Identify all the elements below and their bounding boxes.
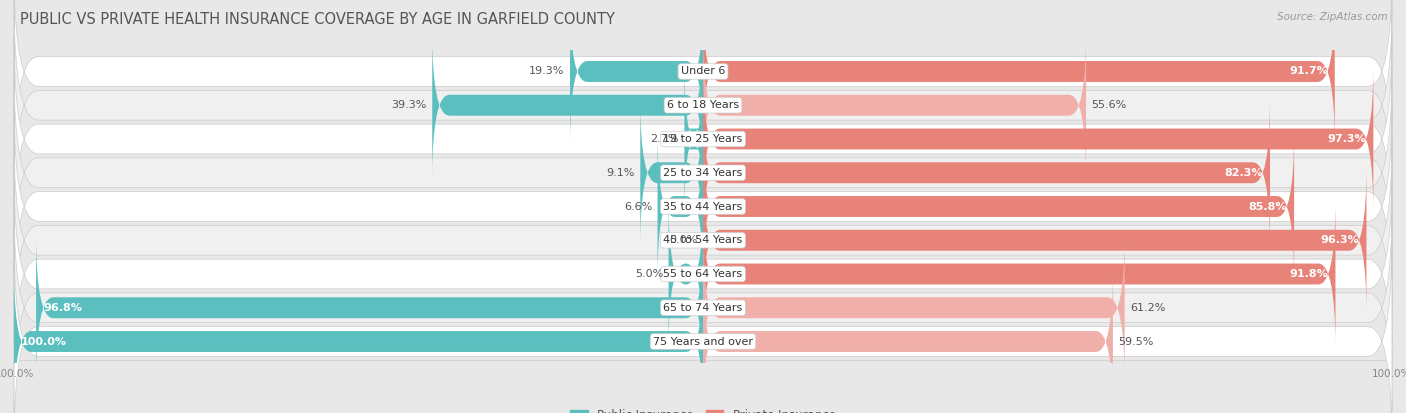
Text: PUBLIC VS PRIVATE HEALTH INSURANCE COVERAGE BY AGE IN GARFIELD COUNTY: PUBLIC VS PRIVATE HEALTH INSURANCE COVER…: [20, 12, 614, 27]
FancyBboxPatch shape: [14, 137, 1392, 344]
FancyBboxPatch shape: [703, 99, 1270, 247]
FancyBboxPatch shape: [669, 200, 703, 348]
Legend: Public Insurance, Private Insurance: Public Insurance, Private Insurance: [565, 404, 841, 413]
FancyBboxPatch shape: [14, 204, 1392, 411]
Text: 97.3%: 97.3%: [1327, 134, 1367, 144]
Text: 0.0%: 0.0%: [669, 235, 697, 245]
Text: 39.3%: 39.3%: [391, 100, 427, 110]
FancyBboxPatch shape: [14, 238, 1392, 413]
Text: 55.6%: 55.6%: [1091, 100, 1126, 110]
Text: 5.0%: 5.0%: [634, 269, 664, 279]
FancyBboxPatch shape: [37, 234, 703, 382]
FancyBboxPatch shape: [14, 268, 703, 413]
FancyBboxPatch shape: [658, 133, 703, 280]
Text: 35 to 44 Years: 35 to 44 Years: [664, 202, 742, 211]
FancyBboxPatch shape: [703, 31, 1085, 179]
FancyBboxPatch shape: [703, 65, 1374, 213]
Text: 45 to 54 Years: 45 to 54 Years: [664, 235, 742, 245]
Text: 19 to 25 Years: 19 to 25 Years: [664, 134, 742, 144]
FancyBboxPatch shape: [14, 36, 1392, 242]
Text: 2.7%: 2.7%: [651, 134, 679, 144]
FancyBboxPatch shape: [640, 99, 703, 247]
Text: 6.6%: 6.6%: [624, 202, 652, 211]
FancyBboxPatch shape: [703, 200, 1336, 348]
FancyBboxPatch shape: [14, 171, 1392, 377]
FancyBboxPatch shape: [685, 65, 703, 213]
Text: 19.3%: 19.3%: [529, 66, 565, 76]
Text: 91.7%: 91.7%: [1289, 66, 1327, 76]
Text: 100.0%: 100.0%: [21, 337, 67, 347]
FancyBboxPatch shape: [569, 0, 703, 145]
Text: 55 to 64 Years: 55 to 64 Years: [664, 269, 742, 279]
FancyBboxPatch shape: [432, 31, 703, 179]
Text: 85.8%: 85.8%: [1249, 202, 1288, 211]
Text: 6 to 18 Years: 6 to 18 Years: [666, 100, 740, 110]
Text: 91.8%: 91.8%: [1289, 269, 1329, 279]
Text: 96.8%: 96.8%: [44, 303, 82, 313]
FancyBboxPatch shape: [703, 0, 1334, 145]
FancyBboxPatch shape: [14, 103, 1392, 310]
Text: Source: ZipAtlas.com: Source: ZipAtlas.com: [1277, 12, 1388, 22]
Text: Under 6: Under 6: [681, 66, 725, 76]
FancyBboxPatch shape: [14, 0, 1392, 175]
FancyBboxPatch shape: [14, 2, 1392, 209]
FancyBboxPatch shape: [703, 234, 1125, 382]
Text: 82.3%: 82.3%: [1225, 168, 1263, 178]
FancyBboxPatch shape: [703, 268, 1114, 413]
Text: 9.1%: 9.1%: [606, 168, 634, 178]
Text: 25 to 34 Years: 25 to 34 Years: [664, 168, 742, 178]
Text: 96.3%: 96.3%: [1320, 235, 1360, 245]
FancyBboxPatch shape: [14, 69, 1392, 276]
Text: 61.2%: 61.2%: [1130, 303, 1166, 313]
FancyBboxPatch shape: [703, 166, 1367, 314]
Text: 75 Years and over: 75 Years and over: [652, 337, 754, 347]
Text: 59.5%: 59.5%: [1118, 337, 1154, 347]
Text: 65 to 74 Years: 65 to 74 Years: [664, 303, 742, 313]
FancyBboxPatch shape: [703, 133, 1294, 280]
